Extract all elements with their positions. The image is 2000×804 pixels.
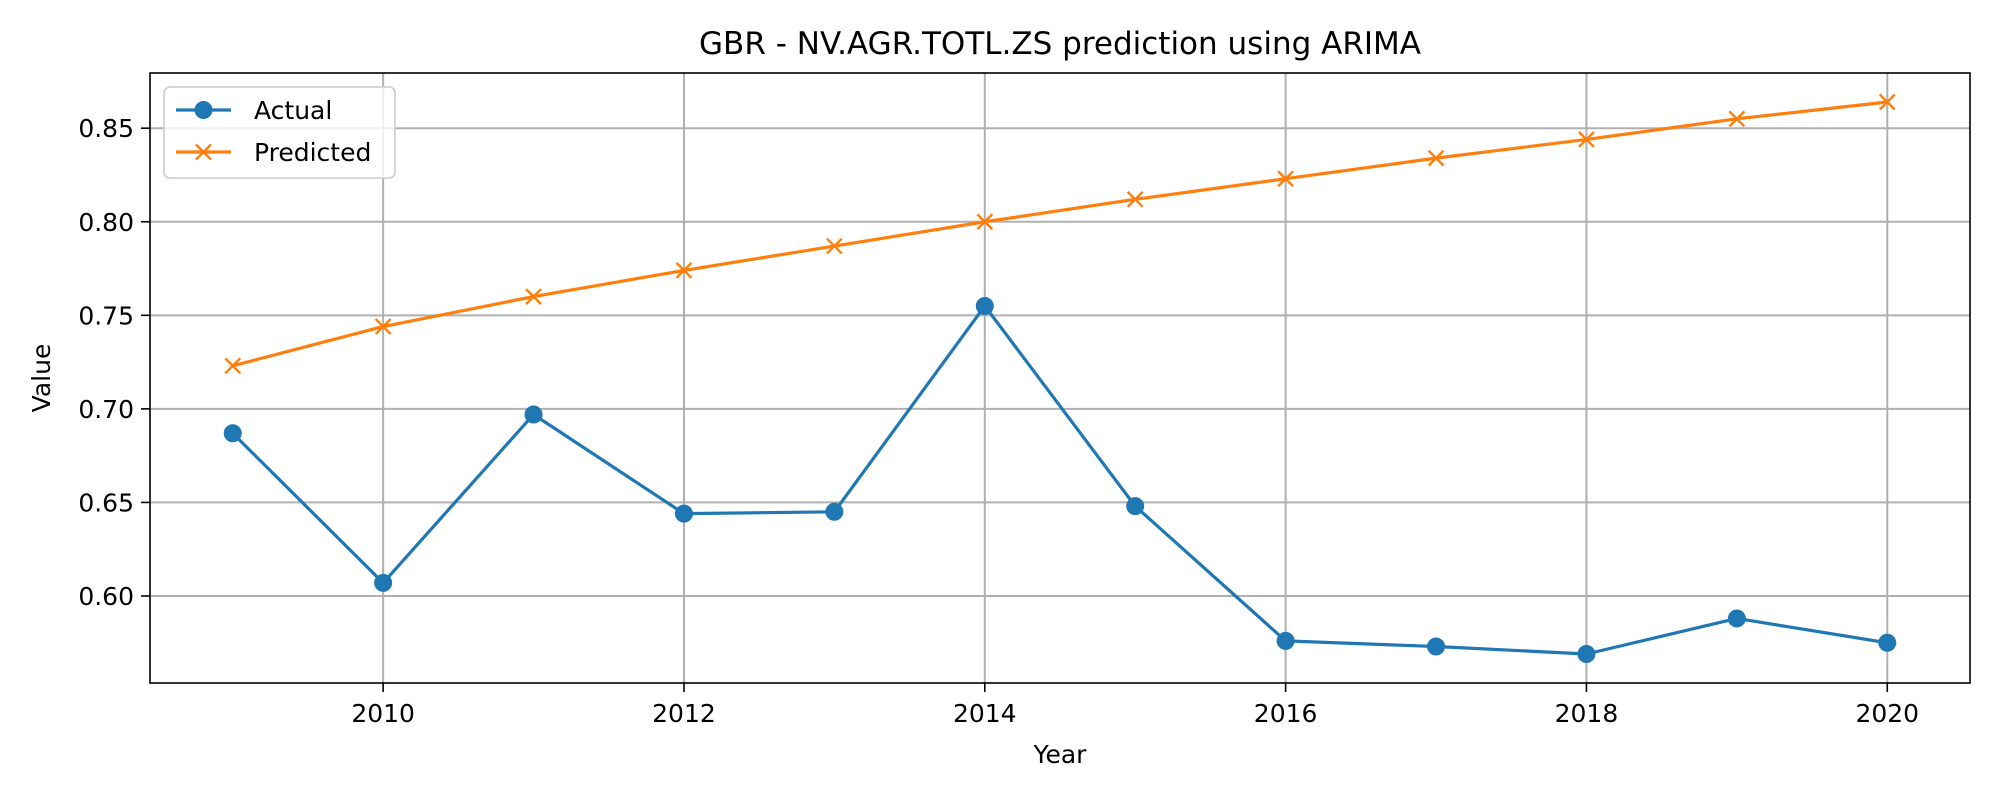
series-predicted: [224, 93, 1896, 375]
data-point-predicted: [525, 288, 542, 305]
data-point-predicted-stroke: [1728, 110, 1746, 128]
legend-label: Predicted: [254, 138, 371, 167]
x-tick-label: 2016: [1254, 699, 1318, 728]
plot-area-frame: [149, 72, 1971, 684]
y-tick-label: 0.85: [78, 114, 134, 143]
y-tick-label: 0.65: [78, 488, 134, 517]
data-point-actual: [223, 424, 242, 443]
data-point-actual: [1276, 631, 1295, 650]
data-point-predicted-stroke: [1427, 149, 1445, 167]
legend-swatch-marker: [195, 143, 212, 161]
data-point-predicted: [224, 357, 242, 375]
data-point-predicted-stroke: [1277, 170, 1294, 188]
data-point-predicted-stroke: [224, 357, 242, 375]
y-tick-label: 0.80: [78, 208, 134, 237]
axis-ticks: 2010 2012 2014 2016 2018 2020 0.60 0.65 0.70 0.75…: [78, 114, 1919, 728]
x-tick-label: 2014: [953, 699, 1017, 728]
chart-title: GBR - NV.AGR.TOTL.ZS prediction using AR…: [699, 26, 1421, 62]
x-tick-label: 2020: [1855, 699, 1919, 728]
data-point-predicted-stroke: [1578, 131, 1595, 148]
data-point-predicted-stroke: [826, 237, 843, 255]
x-tick-label: 2012: [652, 699, 716, 728]
data-point-predicted: [675, 262, 693, 279]
legend-item-predicted: Predicted: [176, 138, 371, 167]
data-point-predicted: [374, 318, 392, 335]
y-tick-label: 0.70: [78, 395, 134, 424]
data-point-predicted-stroke: [525, 288, 542, 305]
data-point-actual: [1727, 609, 1746, 628]
legend-swatch-marker: [194, 101, 213, 119]
data-point-predicted: [1878, 93, 1896, 111]
data-point-actual: [825, 502, 844, 521]
series-actual: [223, 296, 1897, 663]
x-axis-label: Year: [1033, 740, 1088, 769]
data-point-predicted: [1427, 149, 1445, 167]
legend-label: Actual: [254, 96, 332, 125]
data-point-actual: [524, 405, 543, 424]
y-tick-label: 0.75: [78, 301, 134, 330]
data-point-predicted: [1126, 190, 1144, 208]
data-point-actual: [1126, 497, 1145, 516]
grid-lines: [150, 73, 1970, 683]
y-tick-label: 0.60: [78, 582, 134, 611]
data-point-actual: [1427, 637, 1446, 656]
x-tick-label: 2010: [351, 699, 415, 728]
legend-swatch-marker-stroke: [195, 143, 212, 161]
legend-item-actual: Actual: [176, 96, 332, 125]
y-axis-label: Value: [27, 344, 56, 413]
data-point-actual: [1878, 633, 1897, 652]
data-point-predicted-stroke: [1878, 93, 1896, 111]
data-point-predicted: [826, 237, 843, 255]
series-layer: [223, 93, 1897, 663]
data-point-predicted-stroke: [976, 213, 994, 231]
data-point-predicted: [1277, 170, 1294, 188]
series-line-actual: [231, 304, 1888, 656]
data-point-actual: [374, 573, 393, 592]
data-point-actual: [674, 504, 693, 523]
x-tick-label: 2018: [1555, 699, 1619, 728]
legend: Actual Predicted: [163, 86, 396, 179]
series-line-predicted: [232, 100, 1888, 368]
data-point-predicted: [1728, 110, 1746, 128]
data-point-actual: [975, 296, 994, 315]
data-point-predicted: [976, 213, 994, 231]
data-point-predicted: [1578, 131, 1595, 148]
data-point-predicted-stroke: [675, 262, 693, 279]
data-point-predicted-stroke: [1126, 190, 1144, 208]
data-point-actual: [1577, 644, 1596, 663]
data-point-predicted-stroke: [374, 318, 392, 335]
